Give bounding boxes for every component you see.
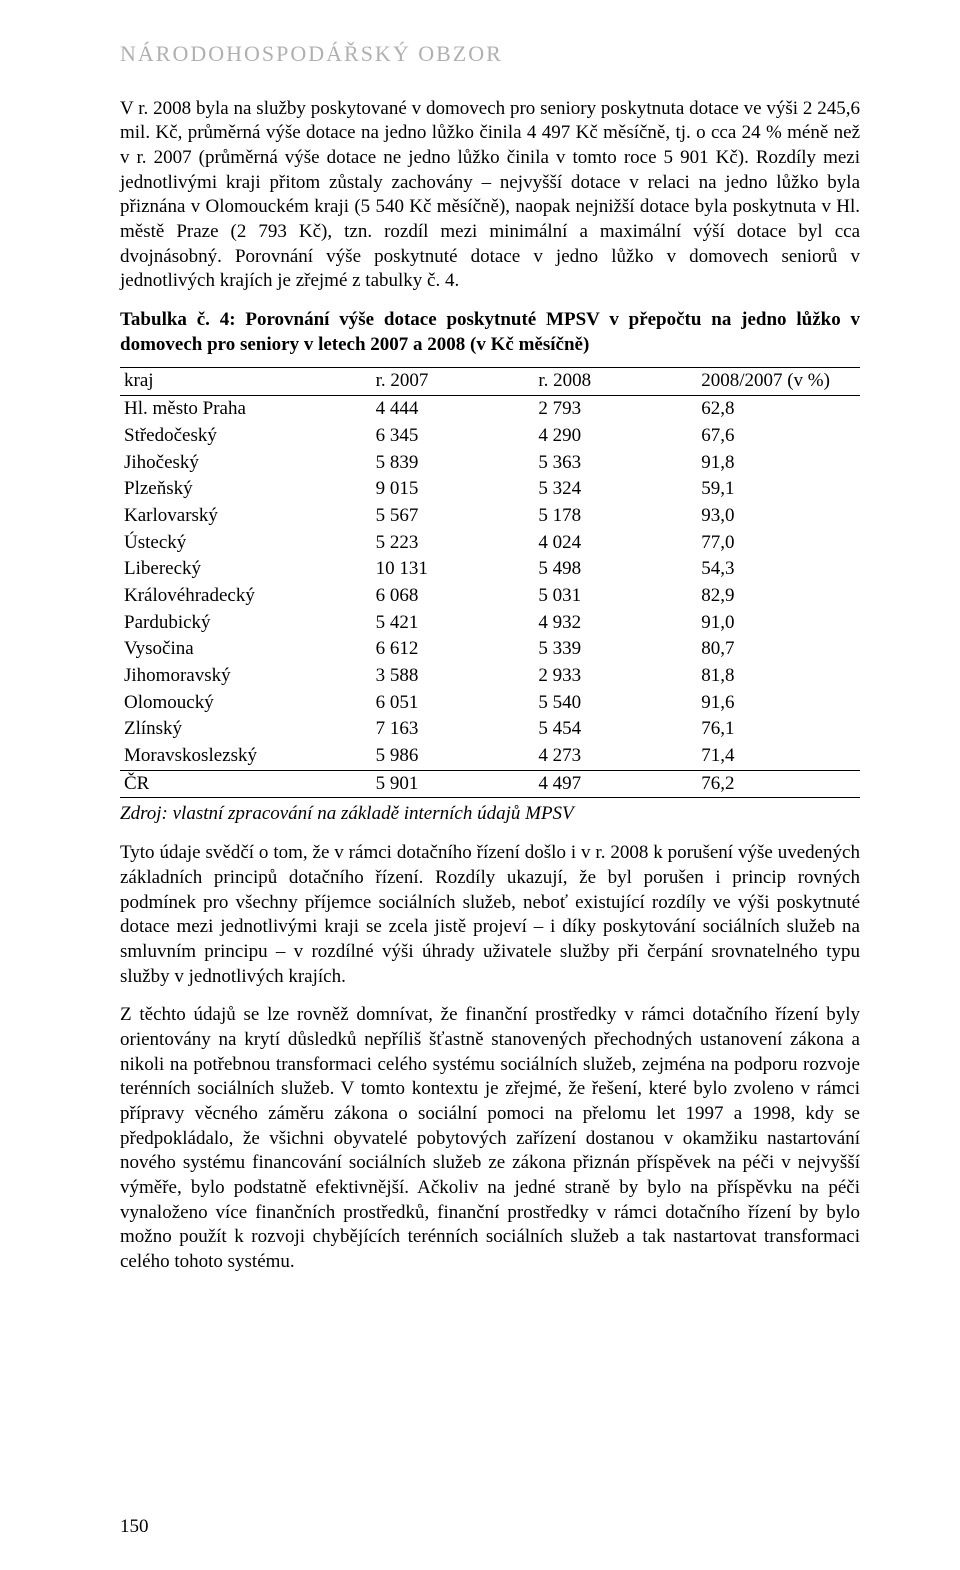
- table-cell: 4 290: [534, 423, 697, 450]
- table-cell: 82,9: [697, 583, 860, 610]
- paragraph-3: Z těchto údajů se lze rovněž domnívat, ž…: [120, 1003, 860, 1275]
- table-cell: 93,0: [697, 503, 860, 530]
- table-cell: 2 793: [534, 396, 697, 423]
- table-cell: 9 015: [372, 476, 535, 503]
- table-cell: 5 223: [372, 530, 535, 557]
- table-cell: 6 051: [372, 690, 535, 717]
- table-cell: 6 345: [372, 423, 535, 450]
- table-cell: Olomoucký: [120, 690, 372, 717]
- table-cell: Jihočeský: [120, 450, 372, 477]
- table-cell: Středočeský: [120, 423, 372, 450]
- table-row: Moravskoslezský5 9864 27371,4: [120, 743, 860, 770]
- table-cell: 5 454: [534, 716, 697, 743]
- table-cell: 77,0: [697, 530, 860, 557]
- table-row: Olomoucký6 0515 54091,6: [120, 690, 860, 717]
- table-cell: Karlovarský: [120, 503, 372, 530]
- table-cell: Ústecký: [120, 530, 372, 557]
- table-header-row: kraj r. 2007 r. 2008 2008/2007 (v %): [120, 368, 860, 396]
- table-cell: Vysočina: [120, 636, 372, 663]
- table-row: Liberecký10 1315 49854,3: [120, 556, 860, 583]
- table-row: Karlovarský5 5675 17893,0: [120, 503, 860, 530]
- table-cell: 91,6: [697, 690, 860, 717]
- journal-header: NÁRODOHOSPODÁŘSKÝ OBZOR: [120, 40, 860, 69]
- table-cell: 5 031: [534, 583, 697, 610]
- table-title: Tabulka č. 4: Porovnání výše dotace posk…: [120, 308, 860, 357]
- table-source: Zdroj: vlastní zpracování na základě int…: [120, 802, 860, 827]
- table-cell: Královéhradecký: [120, 583, 372, 610]
- col-2008: r. 2008: [534, 368, 697, 396]
- table-row: Jihočeský5 8395 36391,8: [120, 450, 860, 477]
- table-row: Vysočina6 6125 33980,7: [120, 636, 860, 663]
- table-cell: Plzeňský: [120, 476, 372, 503]
- table-cell: 5 986: [372, 743, 535, 770]
- paragraph-1: V r. 2008 byla na služby poskytované v d…: [120, 97, 860, 295]
- table-cell: 4 444: [372, 396, 535, 423]
- table-cell: 4 497: [534, 770, 697, 798]
- table-cell: 81,8: [697, 663, 860, 690]
- table-cell: 76,1: [697, 716, 860, 743]
- table-cell: 6 068: [372, 583, 535, 610]
- table-cell: 10 131: [372, 556, 535, 583]
- table-cell: 91,8: [697, 450, 860, 477]
- table-cell: 59,1: [697, 476, 860, 503]
- table-cell: 3 588: [372, 663, 535, 690]
- table-row: Hl. město Praha4 4442 79362,8: [120, 396, 860, 423]
- table-row: Zlínský7 1635 45476,1: [120, 716, 860, 743]
- table-row: Plzeňský9 0155 32459,1: [120, 476, 860, 503]
- table-4: kraj r. 2007 r. 2008 2008/2007 (v %) Hl.…: [120, 367, 860, 798]
- table-row: Jihomoravský3 5882 93381,8: [120, 663, 860, 690]
- table-cell: 80,7: [697, 636, 860, 663]
- table-cell: 91,0: [697, 610, 860, 637]
- table-cell: 4 024: [534, 530, 697, 557]
- table-cell: ČR: [120, 770, 372, 798]
- table-cell: 5 540: [534, 690, 697, 717]
- table-cell: 2 933: [534, 663, 697, 690]
- document-page: NÁRODOHOSPODÁŘSKÝ OBZOR V r. 2008 byla n…: [0, 0, 960, 1570]
- table-cell: 54,3: [697, 556, 860, 583]
- page-number: 150: [120, 1515, 149, 1540]
- table-cell: 6 612: [372, 636, 535, 663]
- table-cell: 5 498: [534, 556, 697, 583]
- table-cell: 4 932: [534, 610, 697, 637]
- paragraph-2: Tyto údaje svědčí o tom, že v rámci dota…: [120, 841, 860, 989]
- col-kraj: kraj: [120, 368, 372, 396]
- table-cell: 5 421: [372, 610, 535, 637]
- table-cell: 67,6: [697, 423, 860, 450]
- table-cell: Liberecký: [120, 556, 372, 583]
- table-cell: Moravskoslezský: [120, 743, 372, 770]
- table-cell: Jihomoravský: [120, 663, 372, 690]
- table-cell: 5 339: [534, 636, 697, 663]
- table-cell: Zlínský: [120, 716, 372, 743]
- table-row: Pardubický5 4214 93291,0: [120, 610, 860, 637]
- table-total-row: ČR5 9014 49776,2: [120, 770, 860, 798]
- table-cell: 5 901: [372, 770, 535, 798]
- table-cell: 5 178: [534, 503, 697, 530]
- table-row: Královéhradecký6 0685 03182,9: [120, 583, 860, 610]
- table-cell: Pardubický: [120, 610, 372, 637]
- table-cell: 71,4: [697, 743, 860, 770]
- table-cell: 5 839: [372, 450, 535, 477]
- table-row: Středočeský6 3454 29067,6: [120, 423, 860, 450]
- table-row: Ústecký5 2234 02477,0: [120, 530, 860, 557]
- table-cell: 62,8: [697, 396, 860, 423]
- table-cell: Hl. město Praha: [120, 396, 372, 423]
- table-cell: 5 567: [372, 503, 535, 530]
- table-cell: 7 163: [372, 716, 535, 743]
- table-cell: 76,2: [697, 770, 860, 798]
- table-cell: 4 273: [534, 743, 697, 770]
- table-cell: 5 324: [534, 476, 697, 503]
- col-2007: r. 2007: [372, 368, 535, 396]
- col-ratio: 2008/2007 (v %): [697, 368, 860, 396]
- table-cell: 5 363: [534, 450, 697, 477]
